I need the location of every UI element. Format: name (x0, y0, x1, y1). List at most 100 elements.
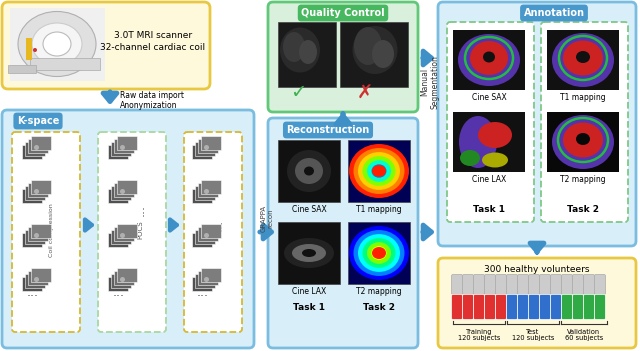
Bar (117, 224, 137, 238)
Ellipse shape (367, 242, 391, 264)
FancyBboxPatch shape (540, 274, 550, 294)
Bar (117, 268, 137, 282)
Bar (547, 112, 619, 172)
Text: T1 mapping: T1 mapping (560, 93, 606, 102)
Ellipse shape (552, 33, 614, 87)
Ellipse shape (362, 156, 396, 186)
FancyBboxPatch shape (584, 274, 595, 294)
Bar (10, 8, 105, 81)
Ellipse shape (280, 27, 320, 73)
Text: ...: ... (27, 286, 39, 299)
Ellipse shape (349, 144, 409, 198)
Bar (348, 222, 410, 284)
Bar (31, 224, 51, 238)
Ellipse shape (459, 116, 497, 168)
Text: K-space: K-space (17, 116, 59, 126)
Text: ...: ... (113, 286, 125, 299)
Bar (26, 38, 32, 60)
Bar (198, 227, 218, 241)
Circle shape (34, 145, 39, 150)
Bar (198, 271, 218, 285)
Bar (25, 230, 45, 244)
Circle shape (34, 277, 39, 282)
Ellipse shape (563, 40, 603, 75)
Bar (25, 142, 45, 156)
FancyBboxPatch shape (541, 22, 628, 222)
FancyBboxPatch shape (595, 294, 605, 319)
Text: ...: ... (211, 219, 225, 231)
Text: ...: ... (197, 286, 209, 299)
FancyBboxPatch shape (2, 110, 254, 348)
Ellipse shape (372, 165, 386, 177)
Bar (30, 58, 100, 70)
Bar (114, 183, 134, 197)
Ellipse shape (284, 238, 334, 268)
Bar (28, 183, 48, 197)
Text: ✗: ✗ (357, 84, 373, 102)
Bar (28, 227, 48, 241)
FancyBboxPatch shape (438, 258, 636, 348)
FancyBboxPatch shape (561, 274, 573, 294)
Bar (198, 139, 218, 153)
Bar (108, 145, 128, 159)
FancyBboxPatch shape (474, 294, 484, 319)
FancyBboxPatch shape (2, 2, 210, 89)
Bar (8, 65, 36, 73)
Circle shape (204, 233, 209, 238)
Text: 32-channel cardiac coil: 32-channel cardiac coil (100, 42, 205, 52)
FancyBboxPatch shape (463, 274, 474, 294)
Bar (31, 268, 51, 282)
Text: Annotation: Annotation (524, 8, 584, 18)
Ellipse shape (43, 32, 71, 56)
Bar (28, 271, 48, 285)
Text: Manual
Segmentation: Manual Segmentation (420, 55, 440, 109)
Ellipse shape (458, 34, 520, 86)
Circle shape (33, 48, 37, 52)
Text: Cine SAX: Cine SAX (292, 205, 326, 214)
Text: ...: ... (134, 204, 147, 216)
Text: 300 healthy volunteers: 300 healthy volunteers (484, 265, 589, 274)
Bar (547, 30, 619, 90)
Circle shape (120, 145, 125, 150)
Bar (192, 277, 212, 291)
Text: Task 1: Task 1 (293, 304, 325, 312)
Circle shape (34, 189, 39, 194)
Bar (195, 274, 215, 288)
FancyBboxPatch shape (529, 294, 540, 319)
FancyBboxPatch shape (12, 132, 80, 332)
Bar (201, 268, 221, 282)
Ellipse shape (32, 23, 82, 65)
Bar (111, 142, 131, 156)
Bar (278, 140, 340, 202)
Ellipse shape (354, 27, 382, 65)
Ellipse shape (358, 234, 400, 272)
FancyBboxPatch shape (495, 294, 506, 319)
FancyBboxPatch shape (474, 274, 484, 294)
FancyBboxPatch shape (506, 294, 518, 319)
Bar (198, 183, 218, 197)
Ellipse shape (18, 12, 96, 77)
Bar (108, 189, 128, 203)
Ellipse shape (576, 133, 590, 145)
Bar (108, 277, 128, 291)
FancyBboxPatch shape (529, 274, 540, 294)
Text: 120 subjects: 120 subjects (512, 335, 554, 341)
Bar (195, 186, 215, 200)
Bar (195, 142, 215, 156)
FancyBboxPatch shape (518, 274, 529, 294)
Bar (111, 230, 131, 244)
Ellipse shape (353, 230, 404, 276)
Text: 60 subjects: 60 subjects (565, 335, 603, 341)
Text: Cine LAX: Cine LAX (472, 176, 506, 185)
FancyBboxPatch shape (463, 294, 474, 319)
Ellipse shape (371, 164, 387, 178)
Bar (201, 224, 221, 238)
Ellipse shape (292, 244, 326, 262)
Bar (117, 136, 137, 150)
Bar (22, 189, 42, 203)
FancyBboxPatch shape (540, 294, 550, 319)
Circle shape (204, 145, 209, 150)
Ellipse shape (287, 150, 331, 192)
FancyBboxPatch shape (268, 118, 418, 348)
Circle shape (120, 233, 125, 238)
